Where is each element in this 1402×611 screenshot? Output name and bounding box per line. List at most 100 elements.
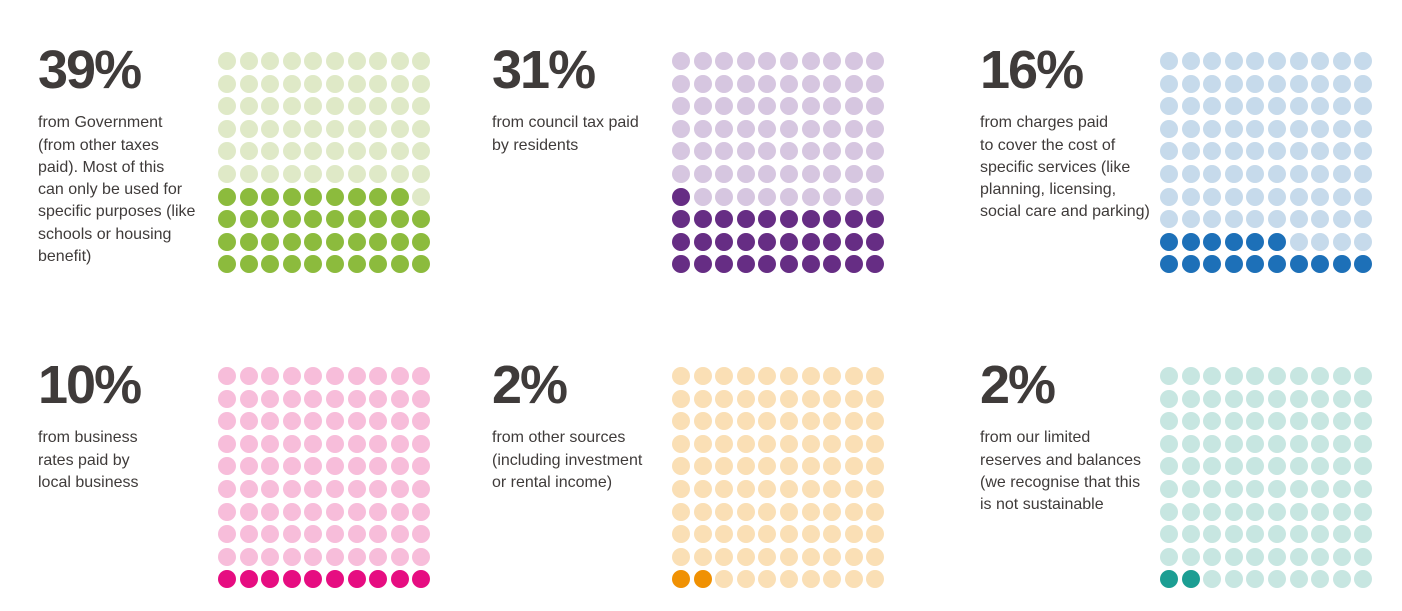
waffle-dot-empty bbox=[325, 525, 344, 544]
waffle-dot-empty bbox=[1246, 525, 1265, 544]
waffle-dot-empty bbox=[1224, 367, 1243, 385]
waffle-dot-empty bbox=[1160, 525, 1178, 544]
waffle-dot-empty bbox=[823, 52, 842, 70]
waffle-dot-filled bbox=[736, 255, 755, 274]
waffle-dot-empty bbox=[369, 502, 388, 521]
waffle-dot-empty bbox=[218, 434, 236, 453]
waffle-dot-filled bbox=[325, 255, 344, 274]
waffle-dot-empty bbox=[1354, 74, 1373, 93]
waffle-dot-empty bbox=[1203, 412, 1222, 431]
waffle-dot-empty bbox=[1160, 74, 1178, 93]
waffle-dot-empty bbox=[218, 367, 236, 385]
waffle-dot-empty bbox=[736, 119, 755, 138]
waffle-dot-filled bbox=[844, 210, 863, 229]
waffle-dot-empty bbox=[347, 434, 366, 453]
waffle-dot-empty bbox=[1181, 164, 1200, 183]
waffle-dot-filled bbox=[1160, 232, 1178, 251]
waffle-dot-empty bbox=[239, 119, 258, 138]
waffle-dot-empty bbox=[1160, 367, 1178, 385]
waffle-dot-empty bbox=[261, 434, 280, 453]
waffle-dot-empty bbox=[1289, 97, 1308, 116]
waffle-dot-empty bbox=[866, 525, 885, 544]
waffle-dot-empty bbox=[390, 434, 409, 453]
waffle-dot-filled bbox=[347, 255, 366, 274]
waffle-dot-filled bbox=[866, 232, 885, 251]
waffle-dot-empty bbox=[1311, 457, 1330, 476]
waffle-dot-empty bbox=[801, 119, 820, 138]
waffle-dot-empty bbox=[1354, 164, 1373, 183]
waffle-dot-empty bbox=[347, 367, 366, 385]
waffle-dot-empty bbox=[1203, 52, 1222, 70]
percent-value: 39% bbox=[38, 40, 142, 100]
waffle-dot-empty bbox=[1181, 434, 1200, 453]
waffle-dot-filled bbox=[1181, 570, 1200, 589]
waffle-dot-empty bbox=[736, 187, 755, 206]
waffle-dot-empty bbox=[1311, 525, 1330, 544]
waffle-dot-empty bbox=[1181, 52, 1200, 70]
waffle-dot-empty bbox=[866, 52, 885, 70]
waffle-dot-empty bbox=[1267, 570, 1286, 589]
waffle-dot-empty bbox=[1354, 502, 1373, 521]
waffle-dot-empty bbox=[369, 389, 388, 408]
waffle-dot-empty bbox=[801, 142, 820, 161]
waffle-dot-empty bbox=[304, 367, 323, 385]
waffle-dot-empty bbox=[304, 525, 323, 544]
waffle-dot-empty bbox=[672, 525, 690, 544]
waffle-dot-empty bbox=[325, 142, 344, 161]
waffle-dot-empty bbox=[390, 457, 409, 476]
waffle-dot-empty bbox=[1311, 74, 1330, 93]
waffle-dot-empty bbox=[801, 457, 820, 476]
waffle-dot-filled bbox=[1267, 232, 1286, 251]
waffle-dot-empty bbox=[844, 97, 863, 116]
waffle-dot-empty bbox=[369, 97, 388, 116]
waffle-dot-empty bbox=[1160, 502, 1178, 521]
waffle-dot-empty bbox=[779, 502, 798, 521]
waffle-dot-empty bbox=[304, 412, 323, 431]
waffle-dot-empty bbox=[1246, 434, 1265, 453]
waffle-dot-empty bbox=[1354, 457, 1373, 476]
waffle-dot-empty bbox=[325, 367, 344, 385]
waffle-dot-filled bbox=[693, 255, 712, 274]
waffle-dot-empty bbox=[1354, 210, 1373, 229]
waffle-dot-empty bbox=[218, 412, 236, 431]
waffle-dot-empty bbox=[866, 547, 885, 566]
waffle-dot-empty bbox=[325, 457, 344, 476]
waffle-dot-empty bbox=[412, 367, 431, 385]
waffle-dot-empty bbox=[844, 434, 863, 453]
waffle-dot-empty bbox=[693, 367, 712, 385]
waffle-dot-empty bbox=[239, 389, 258, 408]
funding-description: from our limited reserves and balances (… bbox=[980, 429, 1141, 514]
waffle-dot-empty bbox=[715, 187, 734, 206]
waffle-dot-empty bbox=[1160, 412, 1178, 431]
waffle-dot-empty bbox=[844, 547, 863, 566]
waffle-dot-filled bbox=[1354, 255, 1373, 274]
waffle-dot-filled bbox=[1160, 255, 1178, 274]
waffle-dot-filled bbox=[261, 187, 280, 206]
waffle-dot-empty bbox=[844, 52, 863, 70]
waffle-dot-empty bbox=[304, 502, 323, 521]
waffle-dot-empty bbox=[1181, 142, 1200, 161]
waffle-dot-empty bbox=[1181, 525, 1200, 544]
waffle-dot-empty bbox=[801, 164, 820, 183]
waffle-dot-filled bbox=[325, 570, 344, 589]
waffle-dot-empty bbox=[390, 119, 409, 138]
waffle-dot-empty bbox=[1246, 74, 1265, 93]
waffle-dot-empty bbox=[779, 570, 798, 589]
waffle-dot-empty bbox=[672, 457, 690, 476]
waffle-dot-empty bbox=[1203, 367, 1222, 385]
waffle-dot-empty bbox=[844, 570, 863, 589]
waffle-dot-empty bbox=[1224, 52, 1243, 70]
waffle-dot-empty bbox=[347, 74, 366, 93]
waffle-dot-filled bbox=[693, 570, 712, 589]
waffle-dot-empty bbox=[239, 52, 258, 70]
waffle-dot-filled bbox=[672, 232, 690, 251]
waffle-dot-empty bbox=[239, 412, 258, 431]
waffle-grid-reserves bbox=[1160, 367, 1373, 589]
funding-text-reserves: 2% from our limited reserves and balance… bbox=[980, 358, 1160, 516]
waffle-dot-empty bbox=[304, 74, 323, 93]
waffle-dot-empty bbox=[1289, 367, 1308, 385]
waffle-dot-empty bbox=[1289, 457, 1308, 476]
waffle-dot-empty bbox=[672, 412, 690, 431]
waffle-dot-filled bbox=[261, 570, 280, 589]
